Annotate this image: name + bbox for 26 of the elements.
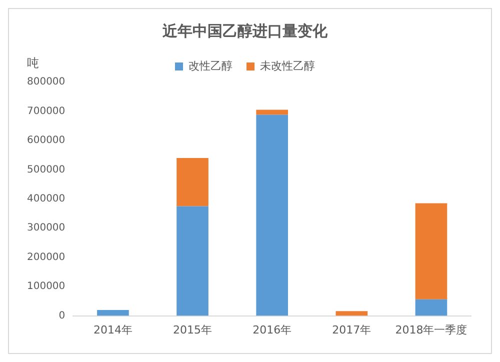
y-tick-label: 100000 bbox=[26, 281, 66, 292]
bar bbox=[336, 311, 368, 316]
x-tick-label: 2014年 bbox=[93, 323, 132, 336]
y-tick-label: 0 bbox=[58, 310, 66, 322]
chart-title: 近年中国乙醇进口量变化 bbox=[162, 22, 328, 40]
bar bbox=[256, 110, 288, 115]
bar bbox=[97, 310, 129, 316]
bar bbox=[415, 203, 448, 300]
y-tick-label: 700000 bbox=[26, 106, 66, 117]
bar bbox=[176, 206, 208, 316]
x-tick-label: 2018年一季度 bbox=[395, 323, 468, 336]
x-tick-label: 2015年 bbox=[173, 323, 212, 336]
bar bbox=[256, 114, 288, 316]
legend-label: 改性乙醇 bbox=[188, 59, 232, 72]
x-tick-label: 2017年 bbox=[332, 323, 372, 336]
x-tick-label: 2016年 bbox=[252, 323, 292, 336]
legend-label: 未改性乙醇 bbox=[260, 59, 315, 72]
bar bbox=[415, 299, 448, 316]
bar bbox=[176, 158, 208, 206]
y-tick-label: 800000 bbox=[26, 76, 66, 88]
y-tick-label: 400000 bbox=[26, 193, 66, 204]
y-axis-title: 吨 bbox=[27, 56, 39, 70]
y-tick-label: 600000 bbox=[26, 135, 66, 146]
y-tick-label: 300000 bbox=[26, 222, 66, 234]
y-tick-label: 200000 bbox=[26, 252, 66, 263]
y-tick-label: 500000 bbox=[26, 164, 66, 176]
